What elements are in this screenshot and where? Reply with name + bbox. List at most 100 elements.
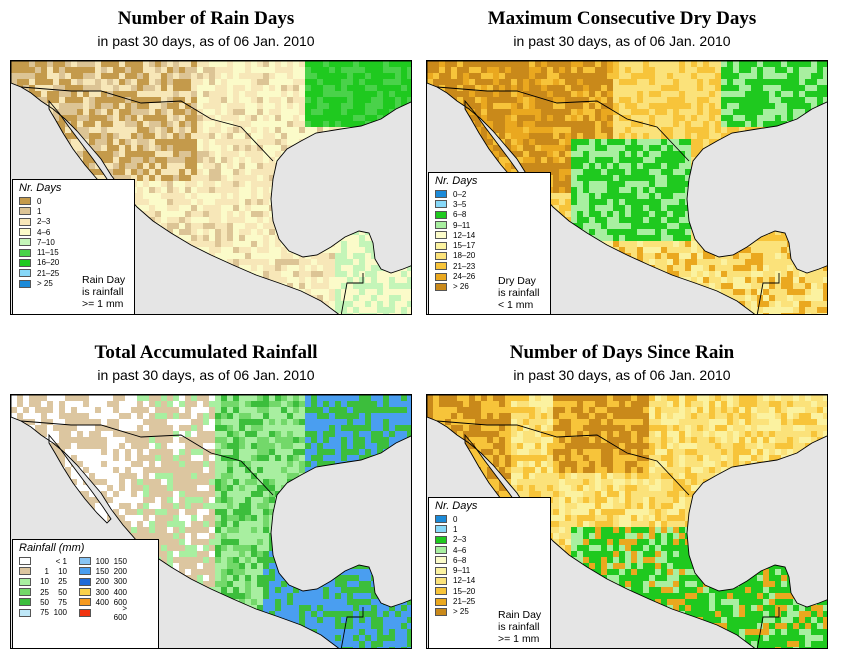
legend-item: 24–26 (429, 271, 550, 281)
legend-item: 0 (429, 514, 550, 524)
legend-swatch (79, 557, 91, 566)
legend-item: > 26 (429, 282, 550, 292)
legend-items: 0 1 2–3 4–6 7–10 11–15 16–20 21–25 > 25 (13, 196, 134, 289)
legend-item: 21–25 (13, 268, 134, 278)
legend-swatch (19, 567, 31, 576)
legend-range-low: 10 (40, 577, 49, 587)
legend-item: 7–10 (13, 237, 134, 247)
legend-range-high: 300 (113, 577, 127, 587)
legend-item: 21–23 (429, 261, 550, 271)
legend-swatch (435, 241, 447, 250)
legend-label: 18–20 (453, 251, 476, 261)
legend-range-high: 75 (58, 597, 67, 607)
panel-title: Number of Days Since Rain (509, 342, 735, 363)
legend-item: 9–11 (429, 220, 550, 230)
legend-item: 300 400 (73, 587, 127, 597)
legend-swatch (19, 238, 31, 247)
legend-swatch (19, 557, 31, 566)
legend-item: 6–8 (429, 210, 550, 220)
legend-item: 4–6 (13, 227, 134, 237)
us-mexico-border (20, 420, 274, 496)
panel-title: Number of Rain Days (117, 8, 295, 29)
legend-item: > 25 (13, 278, 134, 288)
legend-label: 0 (37, 196, 42, 206)
legend-item: 200 300 (73, 577, 127, 587)
legend-swatch (435, 221, 447, 230)
legend-item: 0–2 (429, 189, 550, 199)
legend-label: 0 (453, 514, 458, 524)
legend-swatch (79, 567, 91, 576)
legend-range-high: 25 (58, 577, 67, 587)
legend-range-low: 50 (40, 597, 49, 607)
legend-swatch (19, 577, 31, 586)
legend-swatch (19, 207, 31, 216)
legend-label: 3–5 (453, 199, 467, 209)
legend-item: 18–20 (429, 251, 550, 261)
legend-swatch (435, 587, 447, 596)
legend-swatch (79, 598, 91, 607)
legend-swatch (19, 269, 31, 278)
legend-label: > 26 (453, 282, 469, 292)
legend-col-left: < 1 1 10 10 25 25 50 50 75 75 100 (13, 556, 67, 618)
panel-days-since-rain: Number of Days Since Rain in past 30 day… (416, 334, 828, 656)
legend-label: > 25 (37, 279, 53, 289)
legend-label: 9–11 (453, 220, 471, 230)
baja-coastline (48, 433, 112, 524)
legend-label: 21–25 (453, 597, 476, 607)
panel-dry-days: Maximum Consecutive Dry Days in past 30 … (416, 0, 828, 322)
legend-label: 2–3 (453, 535, 467, 545)
legend-swatch (435, 556, 447, 565)
legend-label: 24–26 (453, 272, 476, 282)
legend-item: 0 (13, 196, 134, 206)
legend-label: 1 (453, 524, 458, 534)
legend-label: 6–8 (453, 210, 467, 220)
panel-subtitle: in past 30 days, as of 06 Jan. 2010 (513, 367, 731, 383)
legend-label: 4–6 (37, 227, 51, 237)
legend-item: 16–20 (13, 258, 134, 268)
legend-item: 12–14 (429, 576, 550, 586)
legend-range-high: 200 (113, 566, 127, 576)
legend-title: Nr. Days (19, 182, 62, 194)
panel-title: Maximum Consecutive Dry Days (487, 8, 757, 29)
coastline (427, 395, 827, 648)
legend-item: 15–20 (429, 586, 550, 596)
legend-item: 21–25 (429, 596, 550, 606)
legend-item: 4–6 (429, 545, 550, 555)
legend-swatch (79, 577, 91, 586)
legend-label: 16–20 (37, 258, 60, 268)
us-mexico-border (436, 420, 690, 496)
legend-swatch (19, 197, 31, 206)
legend-range-low: 150 (95, 566, 109, 576)
legend-item: 1 (13, 206, 134, 216)
legend-label: 7–10 (37, 237, 55, 247)
legend-swatch (435, 607, 447, 616)
legend-swatch (435, 525, 447, 534)
legend-note: Rain Day is rainfall >= 1 mm (498, 609, 542, 645)
legend-item: 2–3 (429, 535, 550, 545)
panel-rain-days: Number of Rain Days in past 30 days, as … (0, 0, 412, 322)
legend-item: 12–14 (429, 230, 550, 240)
legend-columns: < 1 1 10 10 25 25 50 50 75 75 100 100 150 150 200 200 3… (13, 556, 158, 622)
central-america-border (756, 607, 780, 648)
legend-item: 50 75 (13, 597, 67, 607)
legend-label: 21–23 (453, 261, 476, 271)
us-mexico-border (20, 86, 274, 162)
legend-swatch (79, 608, 91, 617)
legend-range-high: 10 (58, 566, 67, 576)
legend-swatch (435, 251, 447, 260)
legend-swatch (19, 248, 31, 257)
legend-label: 21–25 (37, 268, 60, 278)
legend-item: 2–3 (13, 217, 134, 227)
legend-title: Nr. Days (435, 500, 478, 512)
legend-range-high: 150 (113, 556, 127, 566)
legend-label: 4–6 (453, 545, 467, 555)
legend-item: 400 600 (73, 597, 127, 607)
legend-item: < 1 (13, 556, 67, 566)
legend-swatch (79, 588, 91, 597)
legend-title: Nr. Days (435, 175, 478, 187)
panel-subtitle: in past 30 days, as of 06 Jan. 2010 (513, 33, 731, 49)
panel-subtitle: in past 30 days, as of 06 Jan. 2010 (97, 367, 315, 383)
legend-swatch (435, 210, 447, 219)
legend-swatch (435, 515, 447, 524)
legend-item: 6–8 (429, 555, 550, 565)
